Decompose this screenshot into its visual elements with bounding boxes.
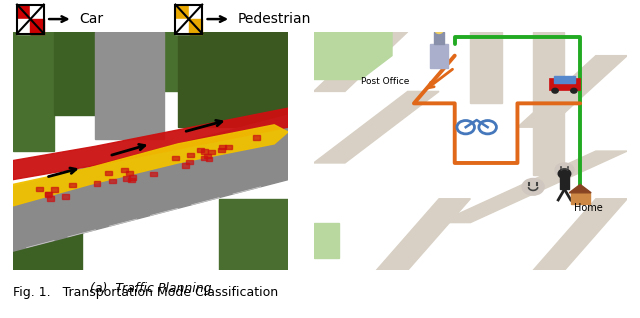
Bar bbox=[218, 148, 225, 152]
Circle shape bbox=[571, 88, 577, 93]
Bar bbox=[121, 168, 128, 172]
Circle shape bbox=[558, 169, 571, 178]
Polygon shape bbox=[533, 32, 564, 175]
Bar bbox=[205, 157, 212, 161]
Circle shape bbox=[552, 88, 558, 93]
Polygon shape bbox=[470, 32, 502, 103]
Text: Post Office: Post Office bbox=[361, 77, 409, 86]
Polygon shape bbox=[314, 32, 392, 80]
Bar bbox=[549, 78, 580, 90]
Bar bbox=[51, 187, 58, 192]
Bar bbox=[175, 4, 202, 34]
Text: Car: Car bbox=[80, 12, 104, 26]
Circle shape bbox=[435, 28, 443, 33]
Bar bbox=[172, 156, 179, 160]
Polygon shape bbox=[314, 223, 339, 258]
Bar bbox=[189, 4, 202, 19]
Bar bbox=[205, 154, 211, 158]
Bar bbox=[36, 187, 43, 191]
Bar bbox=[208, 149, 214, 154]
Polygon shape bbox=[533, 199, 627, 270]
Polygon shape bbox=[95, 32, 164, 139]
Polygon shape bbox=[569, 184, 591, 193]
Text: Home: Home bbox=[574, 203, 603, 213]
Bar bbox=[200, 156, 207, 160]
Bar bbox=[175, 19, 189, 34]
Bar bbox=[104, 171, 111, 175]
Bar bbox=[109, 179, 116, 183]
Bar bbox=[62, 194, 69, 198]
Bar bbox=[182, 163, 189, 168]
Bar bbox=[189, 19, 202, 34]
Bar bbox=[109, 32, 192, 92]
Bar bbox=[186, 160, 193, 164]
Bar bbox=[47, 196, 54, 201]
Polygon shape bbox=[13, 115, 288, 251]
Bar bbox=[69, 183, 76, 187]
Bar bbox=[202, 149, 208, 154]
Polygon shape bbox=[314, 92, 439, 163]
Bar bbox=[188, 153, 195, 157]
Bar bbox=[31, 4, 44, 19]
Bar bbox=[93, 182, 100, 186]
Bar bbox=[225, 145, 232, 149]
Bar bbox=[31, 19, 44, 34]
Bar bbox=[150, 172, 157, 176]
Bar bbox=[571, 193, 589, 204]
Bar bbox=[17, 4, 31, 19]
Bar bbox=[123, 176, 129, 181]
Bar bbox=[129, 176, 136, 180]
Bar bbox=[17, 4, 44, 34]
Bar bbox=[429, 44, 449, 67]
Polygon shape bbox=[13, 108, 288, 180]
Text: Fig. 1.   Transportation Mode Classification: Fig. 1. Transportation Mode Classificati… bbox=[13, 286, 278, 299]
Bar bbox=[435, 32, 444, 44]
Bar bbox=[560, 175, 569, 189]
Text: Pedestrian: Pedestrian bbox=[238, 12, 312, 26]
Bar bbox=[175, 4, 189, 19]
Bar bbox=[197, 148, 204, 152]
Polygon shape bbox=[13, 125, 288, 206]
Bar bbox=[178, 32, 288, 127]
Bar bbox=[129, 178, 135, 182]
Text: (a)  Traffic Planning: (a) Traffic Planning bbox=[90, 282, 211, 295]
Bar bbox=[127, 171, 133, 175]
Bar bbox=[13, 211, 82, 270]
Bar bbox=[554, 76, 575, 83]
Bar bbox=[45, 192, 52, 196]
Bar bbox=[219, 199, 288, 270]
Polygon shape bbox=[518, 56, 627, 127]
Bar bbox=[13, 32, 54, 151]
Bar bbox=[253, 135, 260, 140]
Polygon shape bbox=[376, 199, 470, 270]
Polygon shape bbox=[439, 151, 627, 223]
Polygon shape bbox=[314, 32, 408, 92]
Circle shape bbox=[555, 163, 574, 177]
Bar bbox=[45, 192, 51, 197]
Circle shape bbox=[522, 178, 544, 195]
Bar bbox=[17, 19, 31, 34]
Bar bbox=[54, 32, 109, 115]
Bar bbox=[219, 145, 226, 149]
